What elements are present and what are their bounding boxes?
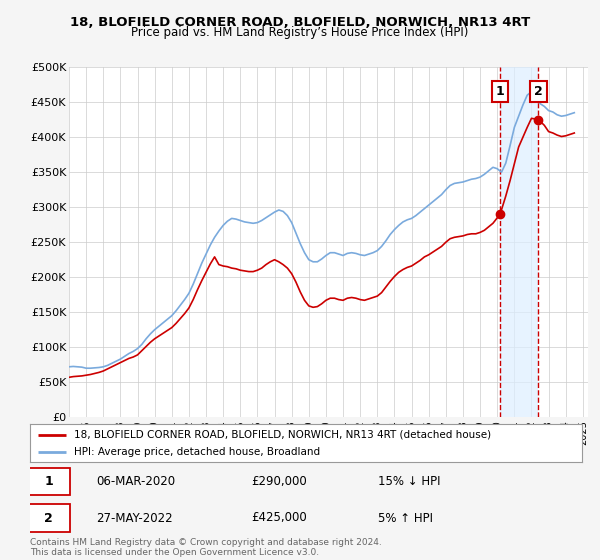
Text: Price paid vs. HM Land Registry’s House Price Index (HPI): Price paid vs. HM Land Registry’s House … <box>131 26 469 39</box>
Text: 1: 1 <box>44 475 53 488</box>
Text: 06-MAR-2020: 06-MAR-2020 <box>96 475 175 488</box>
Text: 27-MAY-2022: 27-MAY-2022 <box>96 511 173 525</box>
Text: 2: 2 <box>44 511 53 525</box>
Text: HPI: Average price, detached house, Broadland: HPI: Average price, detached house, Broa… <box>74 447 320 458</box>
Text: 15% ↓ HPI: 15% ↓ HPI <box>378 475 440 488</box>
FancyBboxPatch shape <box>27 504 70 532</box>
Text: £425,000: £425,000 <box>251 511 307 525</box>
Text: 18, BLOFIELD CORNER ROAD, BLOFIELD, NORWICH, NR13 4RT: 18, BLOFIELD CORNER ROAD, BLOFIELD, NORW… <box>70 16 530 29</box>
Text: Contains HM Land Registry data © Crown copyright and database right 2024.
This d: Contains HM Land Registry data © Crown c… <box>30 538 382 557</box>
Text: 1: 1 <box>496 85 505 98</box>
Bar <box>500 67 538 417</box>
FancyBboxPatch shape <box>27 468 70 496</box>
Text: 18, BLOFIELD CORNER ROAD, BLOFIELD, NORWICH, NR13 4RT (detached house): 18, BLOFIELD CORNER ROAD, BLOFIELD, NORW… <box>74 430 491 440</box>
Text: 2: 2 <box>534 85 543 98</box>
Text: £290,000: £290,000 <box>251 475 307 488</box>
Text: 5% ↑ HPI: 5% ↑ HPI <box>378 511 433 525</box>
